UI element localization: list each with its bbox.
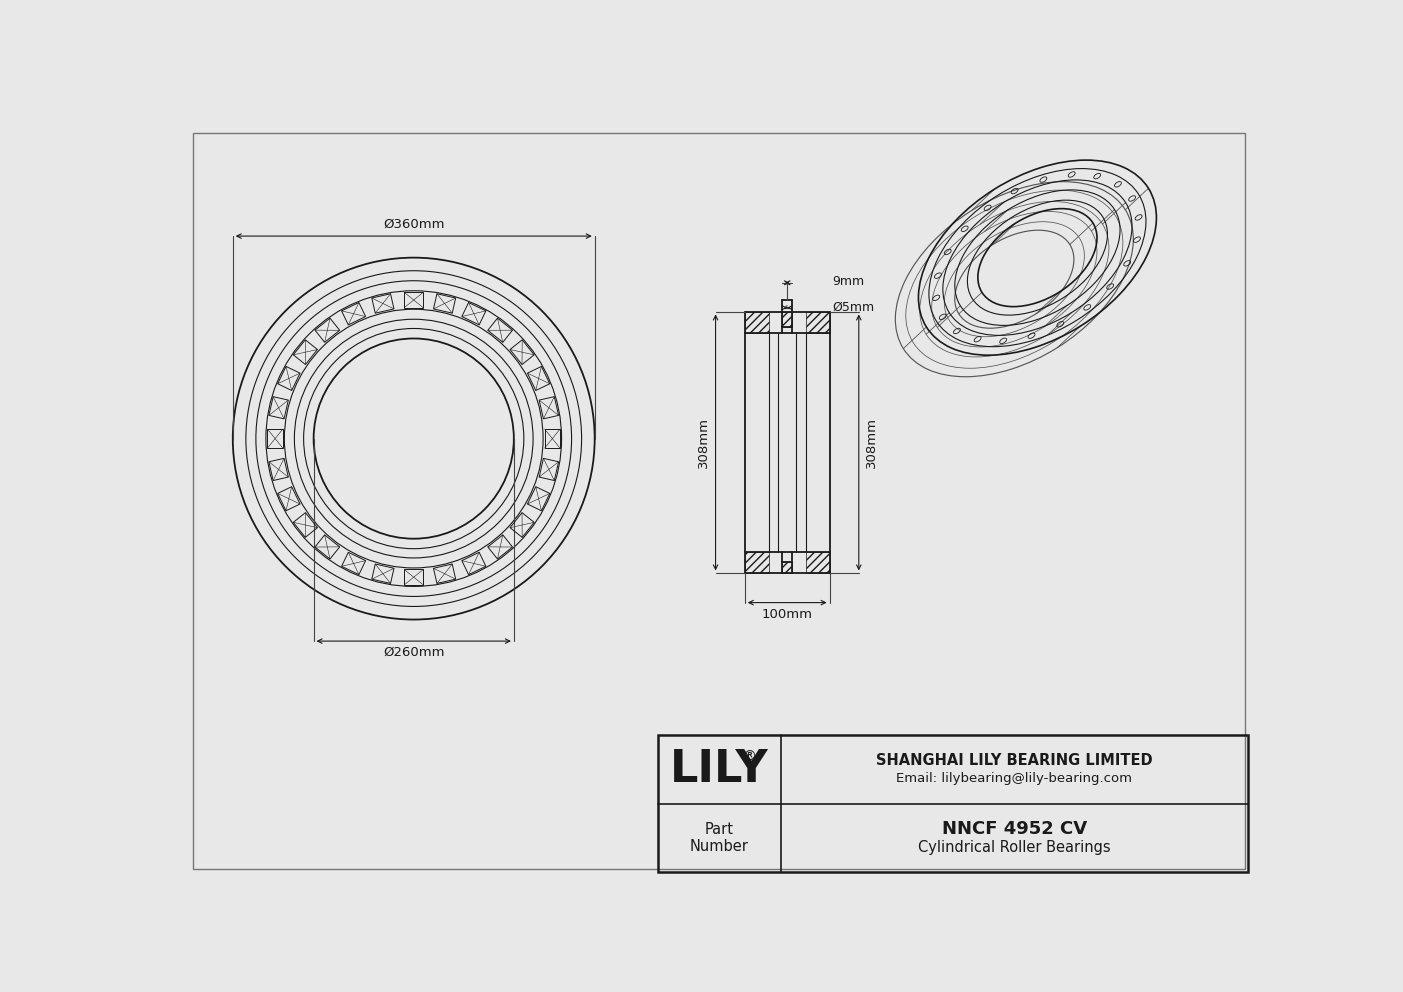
Text: SHANGHAI LILY BEARING LIMITED: SHANGHAI LILY BEARING LIMITED [875,753,1153,768]
Bar [745,552,769,573]
Text: Cylindrical Roller Bearings: Cylindrical Roller Bearings [918,839,1111,854]
Text: ®: ® [742,750,756,764]
Bar [745,311,769,333]
Text: Ø5mm: Ø5mm [832,302,874,314]
Text: 100mm: 100mm [762,608,812,621]
Text: 308mm: 308mm [697,417,710,468]
Text: 9mm: 9mm [832,275,864,288]
Text: Ø360mm: Ø360mm [383,218,445,231]
Bar [805,311,829,333]
Text: Ø260mm: Ø260mm [383,646,445,659]
Text: LILY: LILY [671,748,769,791]
Text: Email: lilybearing@lily-bearing.com: Email: lilybearing@lily-bearing.com [897,772,1132,785]
Bar [658,735,1247,872]
Text: NNCF 4952 CV: NNCF 4952 CV [941,819,1087,837]
Text: Part
Number: Part Number [690,821,749,854]
Text: 308mm: 308mm [864,417,878,468]
Bar [781,561,793,573]
Bar [781,311,793,326]
Bar [805,552,829,573]
